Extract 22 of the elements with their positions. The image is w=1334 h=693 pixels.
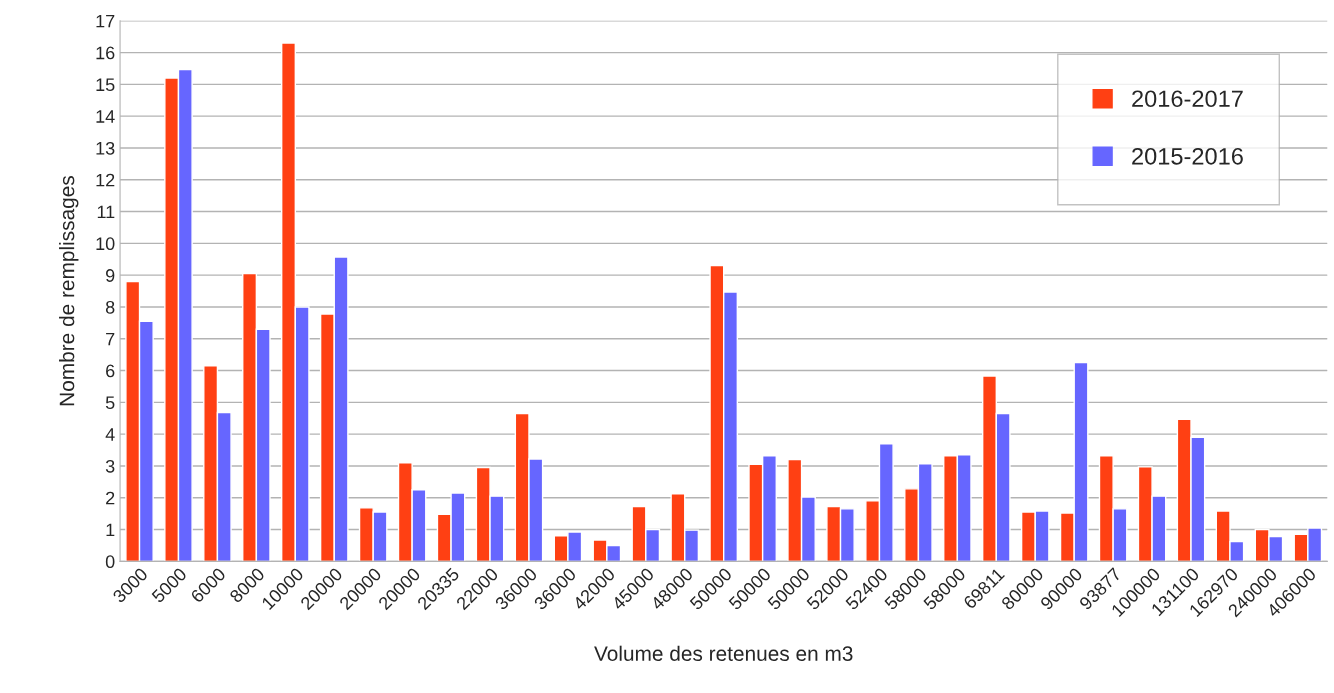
y-tick-label: 14 [96,110,115,123]
x-axis-title: Volume des retenues en m3 [594,645,853,661]
y-tick-label: 2 [106,491,115,505]
legend-label: 2015-2016 [1132,147,1243,165]
y-tick-label: 9 [106,269,115,282]
y-tick-label: 17 [96,14,115,28]
y-tick-label: 13 [96,141,115,155]
y-tick-label: 1 [106,523,115,537]
y-tick-label: 7 [106,332,115,346]
legend-label: 2016-2017 [1132,90,1243,108]
y-tick-label: 5 [105,396,115,410]
y-tick-label: 11 [97,205,115,219]
y-tick-label: 10 [96,237,115,251]
y-tick-label: 15 [96,78,115,92]
y-tick-label: 3 [105,459,115,473]
y-tick-label: 12 [96,173,115,187]
y-tick-label: 4 [105,428,115,441]
y-tick-label: 6 [106,364,115,378]
y-tick-label: 8 [105,300,115,314]
y-tick-label: 16 [96,46,115,60]
y-tick-label: 0 [105,555,115,569]
y-axis-title: Nombre de remplissages [59,176,79,406]
